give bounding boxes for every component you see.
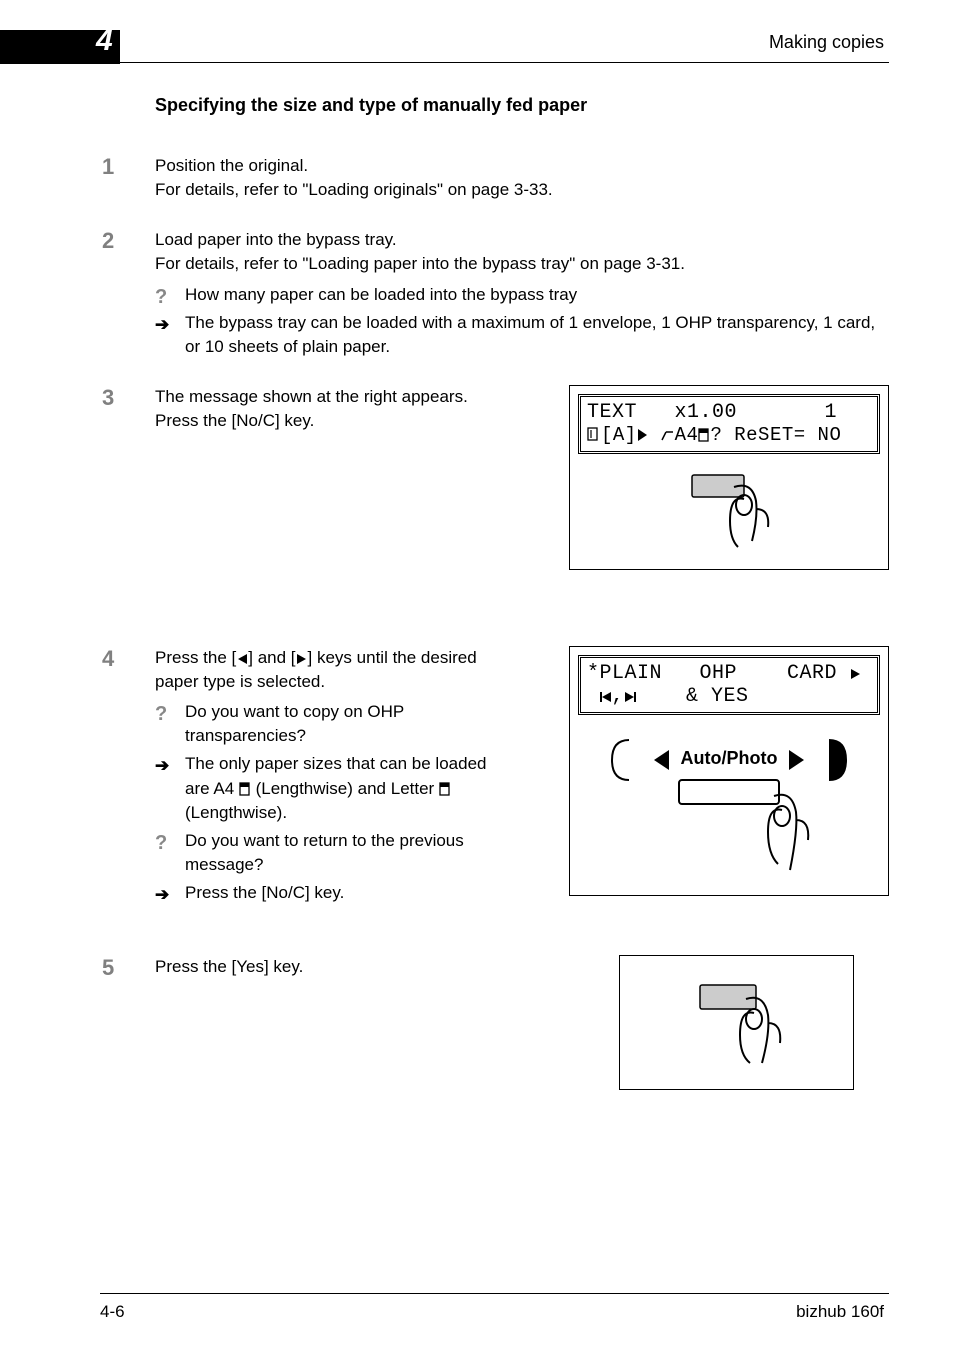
lcd4-line1: *PLAIN OHP CARD <box>587 662 862 685</box>
step-body: Load paper into the bypass tray. For det… <box>155 228 889 359</box>
step-body: Press the [Yes] key. <box>155 955 510 979</box>
step-number: 4 <box>102 646 114 672</box>
footer-model: bizhub 160f <box>796 1302 884 1322</box>
step-2: 2 Load paper into the bypass tray. For d… <box>155 228 889 359</box>
step-4: 4 *PLAIN OHP CARD , & YES <box>155 646 889 909</box>
step3-text: The message shown at the right appears. … <box>155 387 468 430</box>
chapter-number: 4 <box>96 24 113 58</box>
question-item: ? How many paper can be loaded into the … <box>155 283 889 307</box>
answer-item: ➔ The only paper sizes that can be loade… <box>155 752 510 824</box>
step4-a1: The only paper sizes that can be loaded … <box>185 754 486 821</box>
lcd-display: *PLAIN OHP CARD , & YES <box>578 655 880 715</box>
page: 4 Making copies Specifying the size and … <box>0 0 954 1352</box>
answer-item: ➔ Press the [No/C] key. <box>155 881 510 905</box>
header-title: Making copies <box>769 32 884 53</box>
step-body: Press the [] and [] keys until the desir… <box>155 646 510 905</box>
step3-figure: TEXT x1.00 1 [A] A4? ReSET= NO <box>569 385 889 570</box>
right-tri-icon <box>296 653 308 665</box>
step4-sublist: ? Do you want to copy on OHP transparenc… <box>155 700 510 905</box>
step-body: The message shown at the right appears. … <box>155 385 510 433</box>
step2-a1: The bypass tray can be loaded with a max… <box>185 313 875 356</box>
answer-item: ➔ The bypass tray can be loaded with a m… <box>155 311 889 359</box>
lcd4-line2: , & YES <box>587 685 749 708</box>
step4-q2: Do you want to return to the previous me… <box>185 831 464 874</box>
arrow-icon: ➔ <box>155 754 169 778</box>
figure-box: *PLAIN OHP CARD , & YES Auto/Photo <box>569 646 889 896</box>
arrow-icon: ➔ <box>155 883 169 907</box>
question-item: ? Do you want to copy on OHP transparenc… <box>155 700 510 748</box>
arrow-icon: ➔ <box>155 313 169 337</box>
step-number: 3 <box>102 385 114 411</box>
left-tri-stop-icon <box>600 691 612 703</box>
portrait-page-icon <box>439 782 451 796</box>
step-body: Position the original. For details, refe… <box>155 154 889 202</box>
step5-text: Press the [Yes] key. <box>155 957 303 976</box>
portrait-page-icon <box>698 428 710 442</box>
step2-sublist: ? How many paper can be loaded into the … <box>155 283 889 359</box>
question-icon: ? <box>155 283 167 311</box>
header-rule <box>100 62 889 63</box>
step4-q1: Do you want to copy on OHP transparencie… <box>185 702 404 745</box>
footer-rule <box>100 1293 889 1294</box>
step-3: 3 TEXT x1.00 1 [A] A4? ReSET= NO The mes… <box>155 385 889 570</box>
arrow-keys-illustration: Auto/Photo <box>584 730 874 885</box>
step4-a2: Press the [No/C] key. <box>185 883 344 902</box>
auto-tray-icon <box>587 426 601 442</box>
press-key-illustration <box>674 469 784 554</box>
step-1: 1 Position the original. For details, re… <box>155 154 889 202</box>
step-number: 2 <box>102 228 114 254</box>
manual-icon <box>661 430 675 442</box>
right-tri-stop-icon <box>624 691 636 703</box>
content: Specifying the size and type of manually… <box>155 95 889 1116</box>
footer-page: 4-6 <box>100 1302 125 1322</box>
step4-figure: *PLAIN OHP CARD , & YES Auto/Photo <box>569 646 889 896</box>
step1-line2: For details, refer to "Loading originals… <box>155 180 553 199</box>
question-icon: ? <box>155 700 167 728</box>
step2-q1: How many paper can be loaded into the by… <box>185 285 577 304</box>
lcd3-line1: TEXT x1.00 1 <box>587 401 837 424</box>
figure-box <box>619 955 854 1090</box>
step-number: 1 <box>102 154 114 180</box>
step5-figure <box>619 955 889 1090</box>
right-tri-icon <box>850 668 862 680</box>
section-title: Specifying the size and type of manually… <box>155 95 889 116</box>
question-icon: ? <box>155 829 167 857</box>
step-number: 5 <box>102 955 114 981</box>
auto-photo-label: Auto/Photo <box>681 748 778 768</box>
figure-box: TEXT x1.00 1 [A] A4? ReSET= NO <box>569 385 889 570</box>
question-item: ? Do you want to return to the previous … <box>155 829 510 877</box>
step2-line2: For details, refer to "Loading paper int… <box>155 254 685 273</box>
lcd-display: TEXT x1.00 1 [A] A4? ReSET= NO <box>578 394 880 454</box>
right-tri-icon <box>637 428 649 442</box>
step-5: 5 Press the [Yes] key. <box>155 955 889 1090</box>
portrait-page-icon <box>239 782 251 796</box>
step1-line1: Position the original. <box>155 156 308 175</box>
left-tri-icon <box>236 653 248 665</box>
step2-line1: Load paper into the bypass tray. <box>155 230 397 249</box>
press-key-illustration <box>672 971 802 1071</box>
lcd3-line2: [A] A4? ReSET= NO <box>587 424 841 446</box>
step4-text: Press the [] and [] keys until the desir… <box>155 648 477 691</box>
